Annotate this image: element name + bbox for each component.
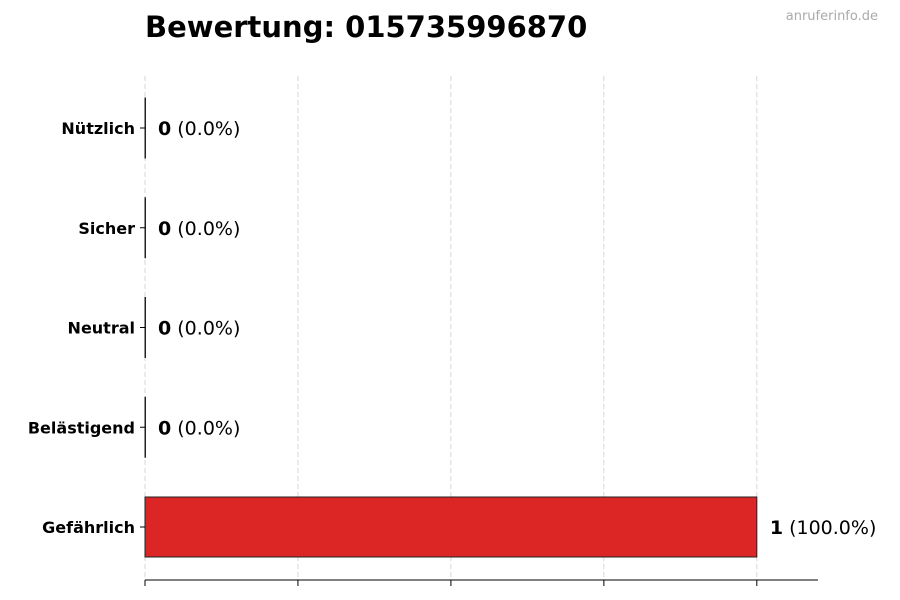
value-label: 0 (0.0%): [158, 218, 240, 240]
bar: [144, 297, 146, 358]
value-label: 0 (0.0%): [158, 118, 240, 140]
bar: [144, 396, 146, 458]
category-label: Sicher: [78, 219, 135, 238]
bar: [144, 496, 758, 558]
category-label: Belästigend: [28, 418, 135, 437]
value-label: 1 (100.0%): [770, 517, 877, 539]
category-label: Nützlich: [61, 119, 135, 138]
bar: [144, 97, 146, 159]
category-label: Gefährlich: [42, 518, 135, 537]
chart-title: Bewertung: 015735996870: [145, 10, 588, 44]
category-label: Neutral: [68, 319, 135, 338]
value-label: 0 (0.0%): [158, 318, 240, 340]
value-label: 0 (0.0%): [158, 417, 240, 439]
bar: [144, 197, 146, 259]
watermark: anruferinfo.de: [785, 9, 878, 24]
